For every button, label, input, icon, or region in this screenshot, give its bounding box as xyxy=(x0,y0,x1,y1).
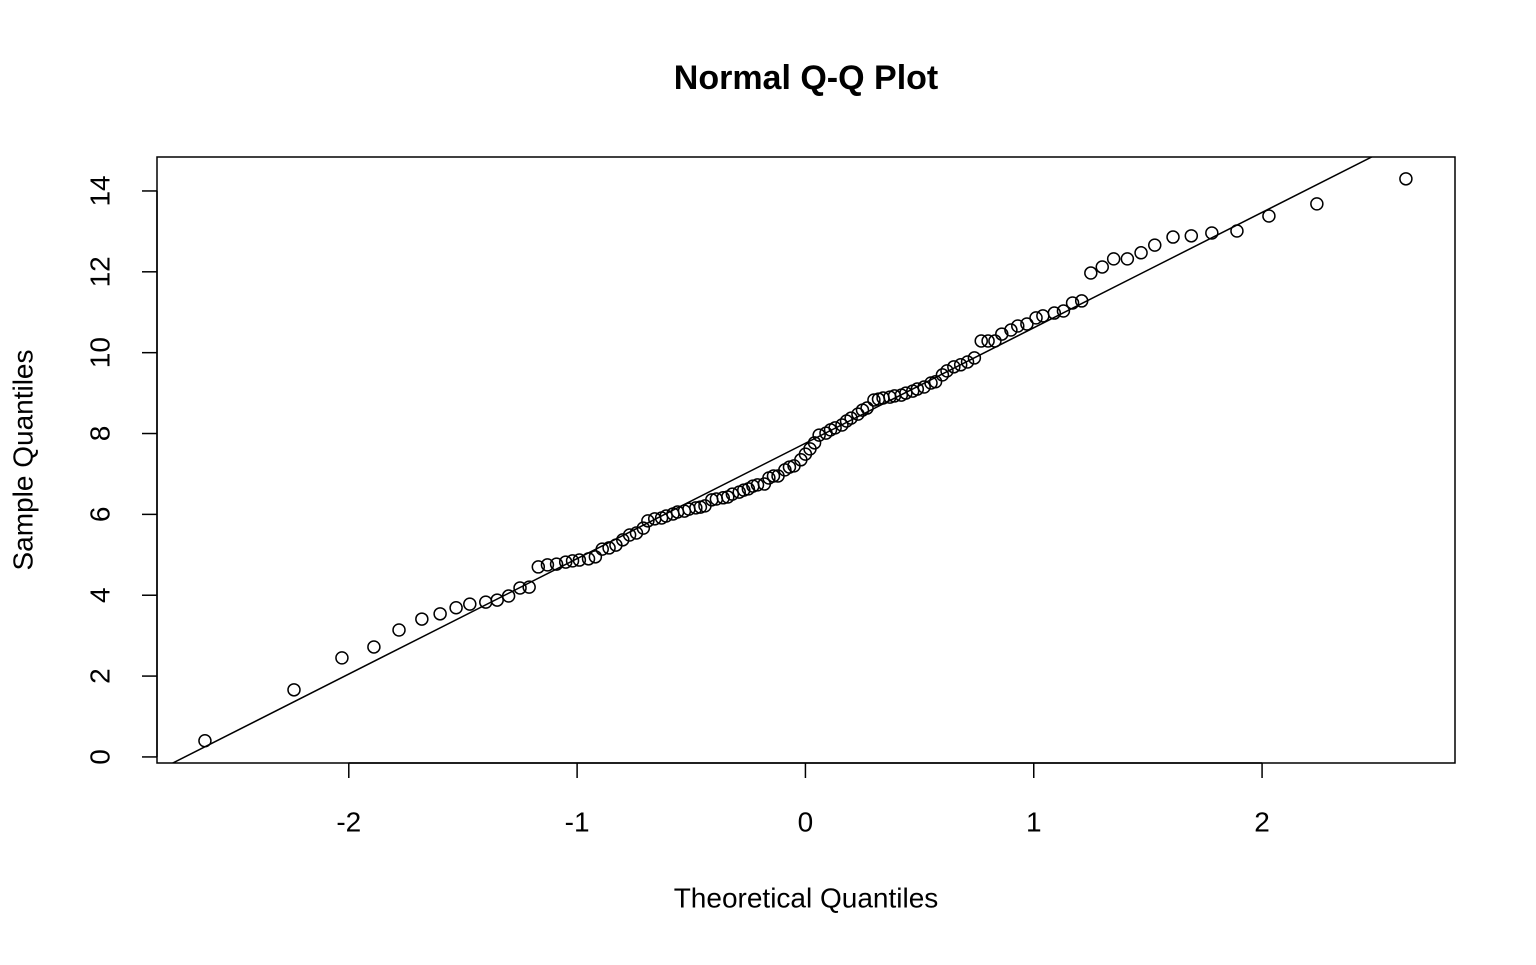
point xyxy=(725,487,740,501)
point xyxy=(1056,304,1071,318)
point xyxy=(867,393,881,407)
point xyxy=(960,355,975,369)
point xyxy=(928,375,943,389)
point xyxy=(1095,260,1109,274)
point xyxy=(1310,197,1324,211)
point xyxy=(1074,294,1089,308)
point xyxy=(947,360,961,374)
point xyxy=(750,478,765,492)
point xyxy=(1134,246,1148,260)
point xyxy=(287,683,301,697)
point xyxy=(974,334,988,348)
point xyxy=(659,509,673,523)
chart-title: Normal Q-Q Plot xyxy=(674,59,938,97)
point xyxy=(1106,252,1121,266)
point xyxy=(1047,306,1062,320)
point xyxy=(433,607,447,621)
point xyxy=(449,601,463,615)
point xyxy=(835,418,849,432)
point xyxy=(490,593,504,607)
point xyxy=(988,334,1002,348)
point xyxy=(641,514,655,528)
point xyxy=(899,386,913,400)
point xyxy=(1262,209,1276,223)
x-tick-label: -2 xyxy=(336,806,361,837)
point xyxy=(1065,296,1080,310)
point xyxy=(967,351,982,365)
x-axis-label: Theoretical Quantiles xyxy=(674,882,939,913)
y-tick-label: 8 xyxy=(84,426,115,442)
y-tick-label: 12 xyxy=(84,256,115,287)
qq-reference-line xyxy=(171,157,1374,763)
point xyxy=(1004,323,1018,337)
point xyxy=(1036,309,1050,323)
point xyxy=(588,550,603,564)
y-tick-label: 6 xyxy=(84,507,115,523)
point xyxy=(463,597,477,611)
x-tick-label: -1 xyxy=(565,806,590,837)
point xyxy=(1205,226,1219,240)
point xyxy=(844,411,858,425)
point xyxy=(1029,311,1043,325)
point xyxy=(198,734,212,748)
point xyxy=(565,554,580,568)
point xyxy=(1166,230,1180,244)
point xyxy=(501,589,516,603)
point xyxy=(558,555,573,569)
plot-area xyxy=(171,157,1413,763)
point xyxy=(860,401,874,415)
point xyxy=(995,327,1009,341)
point xyxy=(622,528,637,542)
x-tick-label: 1 xyxy=(1026,806,1042,837)
point xyxy=(940,364,954,378)
point xyxy=(953,358,968,372)
point xyxy=(367,640,381,654)
point xyxy=(981,334,995,348)
point xyxy=(522,580,536,594)
y-tick-label: 14 xyxy=(84,175,115,206)
point xyxy=(910,382,925,396)
y-tick-label: 0 xyxy=(84,749,115,765)
y-tick-label: 4 xyxy=(84,587,115,603)
point xyxy=(807,436,822,450)
point xyxy=(572,553,587,567)
point xyxy=(531,560,546,574)
point xyxy=(595,542,609,556)
point xyxy=(581,552,596,566)
point xyxy=(549,557,564,571)
x-tick-label: 2 xyxy=(1254,806,1270,837)
point xyxy=(1399,172,1413,186)
point xyxy=(828,421,842,435)
point xyxy=(716,491,730,505)
point xyxy=(1120,252,1135,266)
point xyxy=(1011,319,1025,333)
point xyxy=(616,533,630,547)
point xyxy=(629,526,644,540)
point xyxy=(812,428,826,442)
y-axis-label: Sample Quantiles xyxy=(7,349,38,570)
point xyxy=(935,368,950,382)
point xyxy=(636,521,651,535)
y-tick-label: 2 xyxy=(84,668,115,684)
point xyxy=(1184,229,1199,243)
point xyxy=(415,612,429,626)
y-tick-label: 10 xyxy=(84,337,115,368)
x-tick-label: 0 xyxy=(798,806,814,837)
point xyxy=(335,651,349,665)
point xyxy=(540,558,555,572)
point xyxy=(766,469,781,483)
point xyxy=(851,407,865,421)
point xyxy=(602,541,616,555)
point xyxy=(1230,224,1244,238)
point xyxy=(392,623,406,637)
point xyxy=(689,501,703,515)
point xyxy=(1084,266,1098,280)
point xyxy=(1148,238,1162,252)
point xyxy=(917,380,931,394)
point xyxy=(513,581,527,595)
point xyxy=(1020,317,1034,331)
